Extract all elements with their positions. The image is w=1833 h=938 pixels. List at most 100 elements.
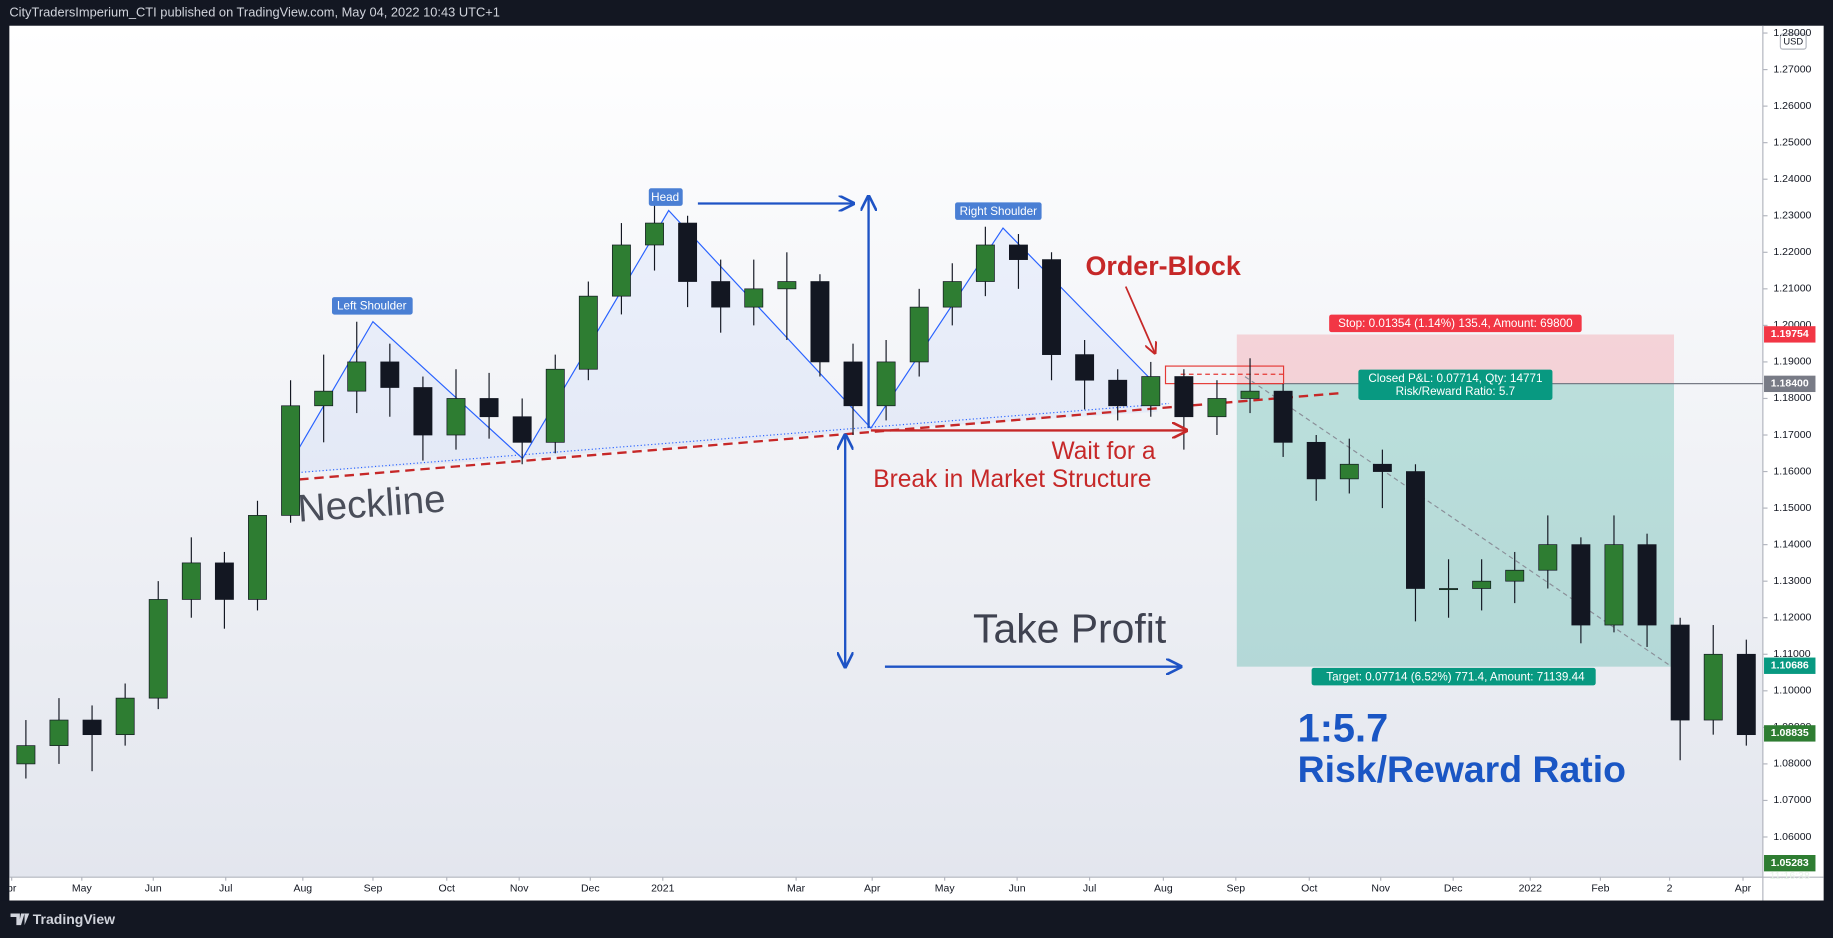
- price-label-box: [1764, 657, 1816, 674]
- x-tick-label: Apr: [864, 883, 881, 895]
- x-tick-label: Oct: [439, 883, 455, 895]
- price-label: 1.08835: [1771, 727, 1809, 739]
- candle-body: [1273, 390, 1293, 443]
- label-box: [1329, 314, 1582, 333]
- footer: TradingView: [33, 911, 115, 927]
- arrow: [1124, 286, 1155, 354]
- candle-body: [1472, 580, 1492, 589]
- candle-body: [1372, 463, 1392, 472]
- ratio-label: 1:5.7: [1298, 706, 1389, 750]
- candle-body: [843, 361, 863, 407]
- stop-label: Stop: 0.01354 (1.14%) 135.4, Amount: 698…: [1338, 317, 1573, 330]
- price-label: 1.19754: [1771, 328, 1809, 340]
- price-label-box: [1764, 725, 1816, 742]
- candle-body: [82, 719, 102, 736]
- pattern-label: Head: [651, 191, 679, 204]
- y-tick-label: 1.13000: [1773, 575, 1811, 587]
- candles: [16, 197, 1756, 779]
- note: Wait for a: [1051, 438, 1155, 465]
- label-box: [1358, 369, 1553, 400]
- x-tick-label: Feb: [1591, 883, 1609, 895]
- footer-bar: [0, 900, 1833, 938]
- currency: USD: [1783, 37, 1803, 47]
- candle-body: [1406, 471, 1425, 589]
- candle-body: [479, 398, 499, 418]
- label-box: [648, 188, 683, 206]
- x-tick-label: May: [72, 883, 93, 895]
- neckline-label: Neckline: [296, 478, 447, 531]
- x-tick-label: May: [935, 883, 956, 895]
- x-tick-label: Jul: [1083, 883, 1096, 895]
- candle-body: [347, 361, 367, 392]
- candle-body: [1207, 398, 1227, 418]
- ratio-label: Risk/Reward Ratio: [1298, 748, 1626, 790]
- candle-body: [1703, 653, 1723, 721]
- price-label: 1.18400: [1771, 378, 1809, 390]
- x-tick-label: pr: [7, 883, 17, 895]
- price-label-box: [1764, 326, 1816, 343]
- y-tick-label: 1.27000: [1773, 63, 1811, 75]
- candle-body: [545, 368, 565, 443]
- y-tick-label: 1.23000: [1773, 210, 1811, 222]
- candle-body: [1174, 376, 1194, 418]
- x-tick-label: Jun: [145, 883, 162, 895]
- y-tick-label: 1.07000: [1773, 794, 1811, 806]
- y-tick-label: 1.15000: [1773, 502, 1811, 514]
- x-tick-label: 2: [1667, 883, 1673, 895]
- candle-body: [1637, 544, 1657, 626]
- candle-body: [1008, 244, 1028, 260]
- x-tick-label: Dec: [1444, 883, 1463, 895]
- candle-body: [148, 599, 168, 699]
- logo: [10, 913, 30, 926]
- x-tick-label: 2021: [651, 883, 675, 895]
- y-tick-label: 1.25000: [1773, 136, 1811, 148]
- y-tick-label: 1.24000: [1773, 173, 1811, 185]
- pattern-fill: [284, 210, 1158, 474]
- candle-body: [1736, 653, 1756, 736]
- pattern-label: Right Shoulder: [960, 205, 1037, 218]
- candle-body: [1339, 463, 1359, 480]
- x-tick-label: Sep: [1226, 883, 1245, 895]
- price-label-box: [1764, 375, 1816, 393]
- candle-body: [281, 405, 301, 516]
- candle-body: [1075, 354, 1095, 381]
- countdown: 11:16:38: [1770, 870, 1810, 882]
- candle-body: [1306, 441, 1326, 480]
- y-tick-label: 1.08000: [1773, 758, 1811, 770]
- candle-body: [413, 387, 433, 436]
- time-axis: [9, 877, 1763, 901]
- candle-body: [512, 416, 532, 443]
- candle-body: [1670, 624, 1690, 721]
- y-tick-label: 1.28000: [1773, 27, 1811, 39]
- candle-body: [1604, 544, 1624, 626]
- x-tick-label: Nov: [1371, 883, 1390, 895]
- y-tick-label: 1.12000: [1773, 612, 1811, 624]
- x-tick-label: Aug: [1154, 883, 1173, 895]
- neckline: [283, 391, 1343, 482]
- label-box: [331, 297, 413, 315]
- candle-body: [49, 719, 69, 746]
- candle-body: [678, 222, 698, 282]
- y-tick-label: 1.26000: [1773, 100, 1811, 112]
- target-label: Target: 0.07714 (6.52%) 771.4, Amount: 7…: [1326, 670, 1585, 683]
- note: Break in Market Structure: [873, 466, 1151, 493]
- y-tick-label: 1.19000: [1773, 356, 1811, 368]
- x-tick-label: Mar: [787, 883, 806, 895]
- candle-body: [1538, 544, 1558, 571]
- candle-body: [645, 222, 664, 246]
- label-box: [955, 202, 1042, 220]
- y-tick-label: 1.21000: [1773, 283, 1811, 295]
- pattern-line: [283, 209, 1158, 474]
- take-profit-label: Take Profit: [973, 605, 1167, 651]
- y-tick-label: 1.11000: [1773, 648, 1810, 660]
- candle-body: [711, 281, 731, 308]
- candle-body: [314, 390, 334, 407]
- candle-body: [1240, 390, 1260, 399]
- candle-body: [942, 281, 962, 308]
- y-tick-label: 1.06000: [1773, 831, 1811, 843]
- candle-body: [876, 361, 896, 407]
- candle-body: [1505, 569, 1525, 582]
- x-tick-label: Sep: [364, 883, 383, 895]
